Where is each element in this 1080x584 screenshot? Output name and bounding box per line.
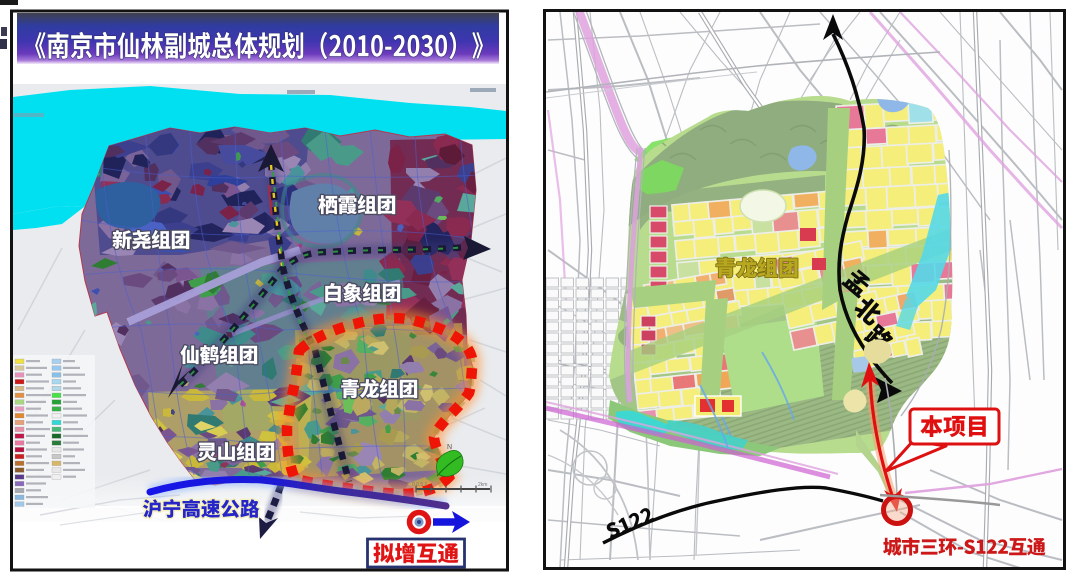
svg-text:0 0.5 1: 0 0.5 1: [412, 482, 428, 488]
svg-text:N: N: [447, 444, 452, 451]
svg-text:2km: 2km: [478, 482, 487, 488]
